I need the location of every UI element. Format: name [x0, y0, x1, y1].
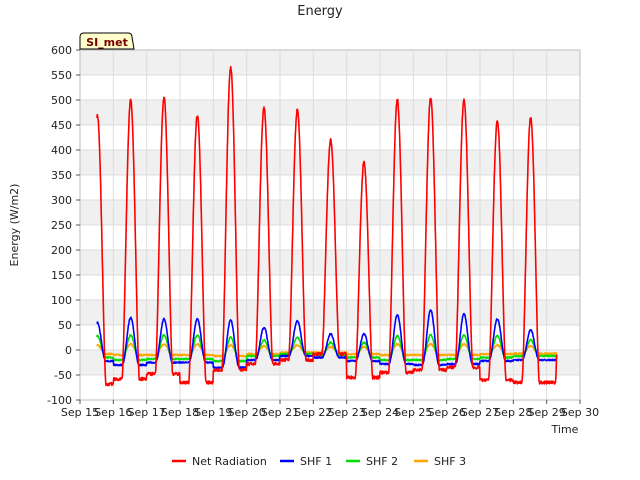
x-tick-label: Sep 23	[328, 406, 366, 419]
background-band	[80, 275, 580, 300]
y-tick-label: 100	[51, 294, 72, 307]
legend-label: SHF 3	[434, 455, 466, 468]
x-tick-label: Sep 17	[128, 406, 166, 419]
chart-title: Energy	[297, 4, 343, 19]
y-tick-label: 600	[51, 44, 72, 57]
x-tick-label: Sep 20	[228, 406, 266, 419]
site-label-box: SI_met	[79, 32, 135, 50]
x-tick-label: Sep 28	[494, 406, 532, 419]
background-band	[80, 100, 580, 125]
background-band	[80, 225, 580, 250]
background-band	[80, 350, 580, 375]
background-bands	[80, 50, 580, 400]
y-tick-label: 200	[51, 244, 72, 257]
series-line-net-radiation	[95, 65, 558, 387]
background-band	[80, 175, 580, 200]
background-band	[80, 50, 580, 75]
y-tick-label: 450	[51, 119, 72, 132]
y-tick-label: -50	[54, 369, 72, 382]
x-tick-label: Sep 24	[361, 406, 399, 419]
background-band	[80, 250, 580, 275]
x-tick-label: Sep 21	[261, 406, 299, 419]
y-tick-label: 550	[51, 69, 72, 82]
x-tick-label: Sep 27	[461, 406, 499, 419]
legend: Net Radiation SHF 1 SHF 2 SHF 3	[172, 455, 466, 468]
x-tick-label: Sep 26	[428, 406, 466, 419]
background-band	[80, 150, 580, 175]
legend-label: Net Radiation	[192, 455, 267, 468]
series-layer	[95, 65, 558, 387]
series-line-shf-1	[96, 309, 558, 369]
y-tick-label: 500	[51, 94, 72, 107]
y-axis: -100 -50 0 50 100 150 200 250 300 350 400 450 500 550…	[47, 44, 80, 407]
x-tick-label: Sep 15	[61, 406, 99, 419]
x-tick-label: Sep 30	[561, 406, 599, 419]
legend-label: SHF 2	[366, 455, 398, 468]
x-tick-label: Sep 25	[394, 406, 432, 419]
site-label: SI_met	[86, 36, 128, 49]
y-tick-label: 150	[51, 269, 72, 282]
y-tick-label: 250	[51, 219, 72, 232]
x-axis-title: Time	[551, 423, 579, 436]
y-tick-label: 50	[58, 319, 72, 332]
y-tick-label: 0	[65, 344, 72, 357]
y-tick-label: 300	[51, 194, 72, 207]
x-tick-label: Sep 16	[94, 406, 132, 419]
background-band	[80, 300, 580, 325]
x-tick-label: Sep 22	[294, 406, 332, 419]
background-band	[80, 200, 580, 225]
legend-label: SHF 1	[300, 455, 332, 468]
y-axis-title: Energy (W/m2)	[8, 184, 21, 267]
x-tick-label: Sep 19	[194, 406, 232, 419]
y-tick-label: 400	[51, 144, 72, 157]
x-tick-label: Sep 18	[161, 406, 199, 419]
x-tick-label: Sep 29	[528, 406, 566, 419]
y-tick-label: 350	[51, 169, 72, 182]
background-band	[80, 75, 580, 100]
y-tick-label: -100	[47, 394, 72, 407]
background-band	[80, 375, 580, 400]
